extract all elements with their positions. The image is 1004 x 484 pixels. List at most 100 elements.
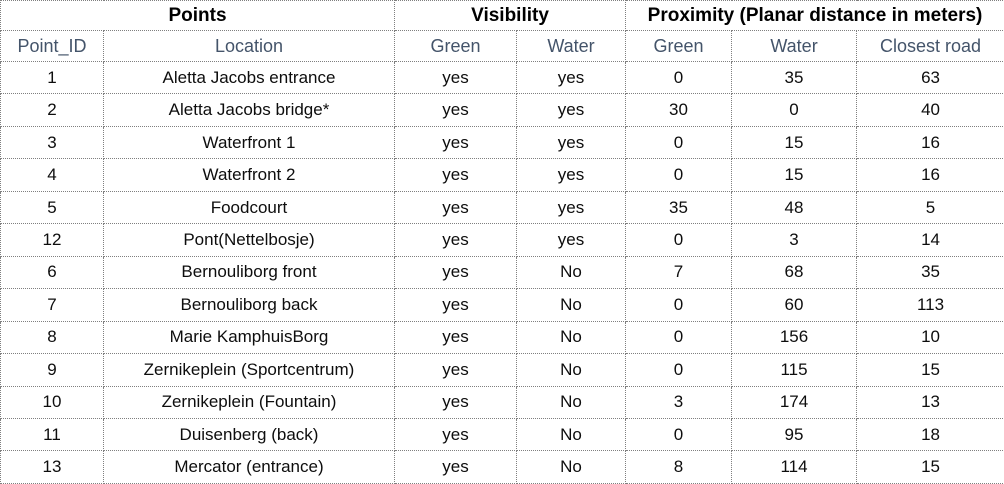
cell-point-id: 5 (0, 190, 104, 225)
cell-location: Bernouliborg front (103, 255, 395, 290)
cell-point-id: 12 (0, 223, 104, 257)
table-row: 10 Zernikeplein (Fountain) yes No 3 174 13 (0, 385, 1004, 419)
cell-proximity-water: 114 (731, 450, 858, 484)
cell-point-id: 8 (0, 320, 104, 355)
cell-location: Foodcourt (103, 190, 395, 225)
cell-closest-road: 113 (856, 288, 1004, 322)
cell-visibility-water: yes (515, 190, 627, 225)
cell-location: Bernouliborg back (103, 288, 395, 322)
cell-visibility-green: yes (394, 385, 517, 419)
cell-proximity-green: 0 (625, 125, 733, 160)
cell-location: Zernikeplein (Fountain) (103, 385, 395, 419)
cell-point-id: 4 (0, 158, 104, 192)
table-row: 13 Mercator (entrance) yes No 8 114 15 (0, 450, 1004, 484)
cell-visibility-water: yes (515, 223, 627, 257)
col-header-proximity-water: Water (731, 30, 858, 62)
cell-point-id: 9 (0, 353, 104, 387)
table-row: 4 Waterfront 2 yes yes 0 15 16 (0, 158, 1004, 192)
col-header-point-id: Point_ID (0, 30, 104, 62)
cell-visibility-green: yes (394, 320, 517, 355)
cell-visibility-water: No (515, 385, 627, 419)
col-header-closest-road: Closest road (856, 30, 1004, 62)
cell-closest-road: 40 (856, 93, 1004, 127)
cell-location: Duisenberg (back) (103, 417, 395, 452)
cell-closest-road: 16 (856, 158, 1004, 192)
cell-proximity-water: 0 (731, 93, 858, 127)
cell-proximity-green: 0 (625, 288, 733, 322)
cell-proximity-water: 60 (731, 288, 858, 322)
cell-visibility-water: No (515, 417, 627, 452)
col-header-visibility-green: Green (394, 30, 517, 62)
cell-point-id: 13 (0, 450, 104, 484)
cell-proximity-green: 0 (625, 223, 733, 257)
group-header-visibility: Visibility (393, 0, 627, 31)
cell-point-id: 10 (0, 385, 104, 419)
group-header-proximity: Proximity (Planar distance in meters) (625, 0, 1004, 31)
cell-proximity-green: 8 (625, 450, 733, 484)
cell-proximity-water: 35 (731, 60, 858, 95)
cell-point-id: 6 (0, 255, 104, 290)
cell-proximity-green: 0 (625, 320, 733, 355)
cell-visibility-green: yes (394, 125, 517, 160)
cell-location: Zernikeplein (Sportcentrum) (103, 353, 395, 387)
cell-visibility-green: yes (394, 353, 517, 387)
cell-visibility-water: yes (515, 158, 627, 192)
cell-proximity-water: 174 (731, 385, 858, 419)
cell-visibility-water: yes (515, 125, 627, 160)
cell-closest-road: 10 (856, 320, 1004, 355)
cell-visibility-green: yes (394, 158, 517, 192)
cell-proximity-green: 0 (625, 158, 733, 192)
cell-visibility-green: yes (394, 223, 517, 257)
table-body: 1 Aletta Jacobs entrance yes yes 0 35 63 2 Alett… (0, 60, 1004, 484)
cell-location: Waterfront 1 (103, 125, 395, 160)
cell-location: Marie KamphuisBorg (103, 320, 395, 355)
cell-visibility-water: No (515, 450, 627, 484)
cell-closest-road: 63 (856, 60, 1004, 95)
cell-closest-road: 5 (856, 190, 1004, 225)
cell-point-id: 1 (0, 60, 104, 95)
cell-visibility-water: No (515, 320, 627, 355)
cell-location: Aletta Jacobs bridge* (103, 93, 395, 127)
column-header-row: Point_ID Location Green Water Green Wate… (0, 30, 1004, 62)
cell-proximity-water: 156 (731, 320, 858, 355)
group-header-points: Points (0, 0, 395, 31)
cell-closest-road: 13 (856, 385, 1004, 419)
cell-proximity-water: 3 (731, 223, 858, 257)
table-row: 12 Pont(Nettelbosje) yes yes 0 3 14 (0, 223, 1004, 257)
table-row: 2 Aletta Jacobs bridge* yes yes 30 0 40 (0, 93, 1004, 127)
cell-visibility-water: No (515, 288, 627, 322)
cell-proximity-green: 0 (625, 60, 733, 95)
cell-proximity-water: 68 (731, 255, 858, 290)
cell-point-id: 2 (0, 93, 104, 127)
cell-closest-road: 18 (856, 417, 1004, 452)
table-row: 11 Duisenberg (back) yes No 0 95 18 (0, 417, 1004, 452)
cell-visibility-green: yes (394, 255, 517, 290)
cell-point-id: 7 (0, 288, 104, 322)
table-row: 1 Aletta Jacobs entrance yes yes 0 35 63 (0, 60, 1004, 95)
col-header-visibility-water: Water (515, 30, 627, 62)
cell-visibility-water: yes (515, 93, 627, 127)
cell-proximity-green: 7 (625, 255, 733, 290)
cell-visibility-water: No (515, 255, 627, 290)
table-row: 8 Marie KamphuisBorg yes No 0 156 10 (0, 320, 1004, 355)
cell-proximity-green: 0 (625, 417, 733, 452)
cell-proximity-water: 15 (731, 158, 858, 192)
cell-location: Waterfront 2 (103, 158, 395, 192)
cell-location: Pont(Nettelbosje) (103, 223, 395, 257)
cell-proximity-water: 48 (731, 190, 858, 225)
cell-proximity-green: 35 (625, 190, 733, 225)
table-row: 9 Zernikeplein (Sportcentrum) yes No 0 115 15 (0, 353, 1004, 387)
cell-proximity-green: 0 (625, 353, 733, 387)
cell-visibility-green: yes (394, 190, 517, 225)
cell-closest-road: 35 (856, 255, 1004, 290)
cell-proximity-water: 15 (731, 125, 858, 160)
col-header-location: Location (103, 30, 395, 62)
group-header-row: Points Visibility Proximity (Planar dist… (0, 0, 1004, 31)
table-row: 7 Bernouliborg back yes No 0 60 113 (0, 288, 1004, 322)
table-row: 6 Bernouliborg front yes No 7 68 35 (0, 255, 1004, 290)
table-row: 5 Foodcourt yes yes 35 48 5 (0, 190, 1004, 225)
table-row: 3 Waterfront 1 yes yes 0 15 16 (0, 125, 1004, 160)
cell-visibility-green: yes (394, 450, 517, 484)
